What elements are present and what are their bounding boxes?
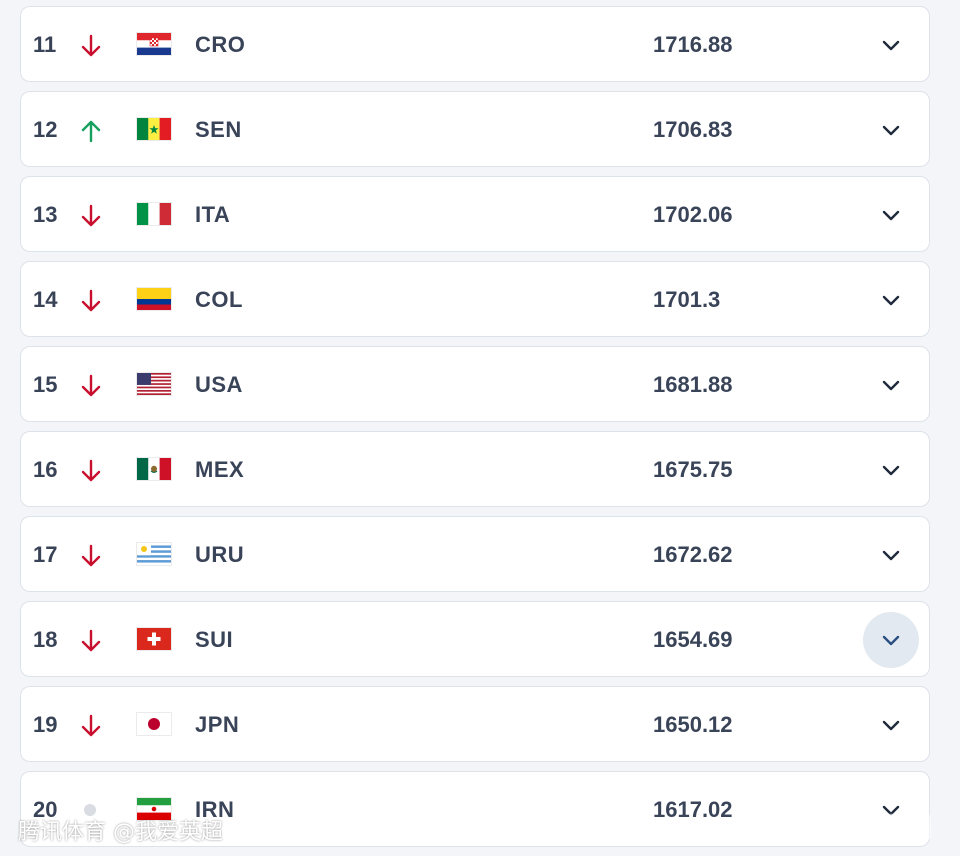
chevron-down-icon [882,380,900,391]
arrow-down-icon [81,374,101,397]
arrow-down-icon [81,714,101,737]
arrow-down-icon [81,544,101,567]
uruguay-flag-icon [137,543,171,565]
ranking-row[interactable]: 16 MEX 1675.75 [20,431,930,507]
team-code: JPN [195,712,240,737]
team-points: 1654.69 [653,627,733,652]
team-code: URU [195,542,245,567]
team-code: SUI [195,627,234,652]
team-code: ITA [195,202,231,227]
rank-number: 15 [33,372,58,397]
ranking-row[interactable]: 13 ITA 1702.06 [20,176,930,252]
team-code: CRO [195,32,246,57]
watermark-text: 腾讯体育 @我爱英超 [18,820,223,845]
rank-number: 16 [33,457,58,482]
team-code: IRN [195,797,235,822]
ranking-row[interactable]: 12 SEN 1706.83 [20,91,930,167]
expand-button[interactable] [863,187,919,243]
switzerland-flag-icon [137,628,171,650]
team-code: SEN [195,117,242,142]
ranking-row[interactable]: 20 IRN 1617.02 [20,771,930,847]
ranking-row[interactable]: 14 COL 1701.3 [20,261,930,337]
team-points: 1617.02 [653,797,733,822]
japan-flag-icon [137,713,171,735]
rank-number: 17 [33,542,58,567]
croatia-flag-icon [137,33,171,55]
chevron-down-icon [882,125,900,136]
senegal-flag-icon [137,118,171,140]
team-points: 1672.62 [653,542,733,567]
team-points: 1706.83 [653,117,733,142]
expand-button[interactable] [863,442,919,498]
rank-number: 14 [33,287,58,312]
team-code: USA [195,372,243,397]
ranking-row[interactable]: 15 USA 1681.88 [20,346,930,422]
arrow-up-icon [81,120,101,143]
chevron-down-icon [882,40,900,51]
arrow-down-icon [81,459,101,482]
ranking-row[interactable]: 17 URU 1672.62 [20,516,930,592]
team-points: 1650.12 [653,712,733,737]
team-points: 1675.75 [653,457,733,482]
expand-button[interactable] [863,527,919,583]
watermark-logo-icon [793,812,932,842]
rank-number: 19 [33,712,58,737]
mexico-flag-icon [137,458,171,480]
expand-button[interactable] [863,697,919,753]
team-points: 1701.3 [653,287,721,312]
arrow-down-icon [81,629,101,652]
arrow-down-icon [81,34,101,57]
no-change-dot-icon [84,804,96,816]
ranking-row[interactable]: 11 CRO 1716.88 [20,6,930,82]
team-code: COL [195,287,243,312]
expand-button[interactable] [863,17,919,73]
rank-number: 12 [33,117,58,142]
rank-number: 18 [33,627,58,652]
arrow-down-icon [81,204,101,227]
arrow-down-icon [81,289,101,312]
expand-button[interactable] [863,612,919,668]
italy-flag-icon [137,203,171,225]
expand-button[interactable] [863,357,919,413]
chevron-down-icon [882,465,900,476]
usa-flag-icon [137,373,171,395]
rank-number: 13 [33,202,58,227]
rank-number: 11 [33,32,57,57]
colombia-flag-icon [137,288,171,310]
chevron-down-icon [882,720,900,731]
expand-button[interactable] [863,272,919,328]
ranking-row[interactable]: 19 JPN 1650.12 [20,686,930,762]
chevron-down-icon [882,635,900,646]
team-code: MEX [195,457,245,482]
team-points: 1702.06 [653,202,733,227]
chevron-down-icon [882,550,900,561]
team-points: 1681.88 [653,372,733,397]
ranking-row[interactable]: 18 SUI 1654.69 [20,601,930,677]
iran-flag-icon [137,798,171,820]
rank-number: 20 [33,797,58,822]
expand-button[interactable] [863,102,919,158]
chevron-down-icon [882,210,900,221]
chevron-down-icon [882,295,900,306]
team-points: 1716.88 [653,32,733,57]
